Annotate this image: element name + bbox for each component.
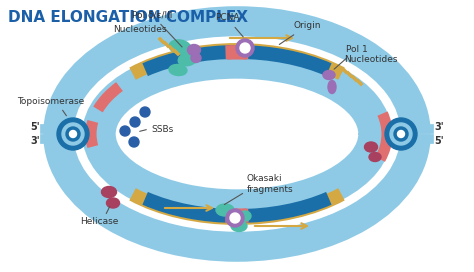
- Text: 3': 3': [30, 136, 40, 146]
- Circle shape: [66, 127, 80, 141]
- Ellipse shape: [328, 81, 336, 94]
- Circle shape: [236, 39, 254, 57]
- Ellipse shape: [231, 221, 247, 231]
- Ellipse shape: [101, 187, 117, 197]
- Text: Nucleotides: Nucleotides: [113, 24, 167, 33]
- Text: Origin: Origin: [279, 21, 321, 44]
- Ellipse shape: [169, 64, 187, 76]
- Text: Pol 1: Pol 1: [334, 45, 368, 69]
- Ellipse shape: [239, 211, 251, 221]
- Ellipse shape: [323, 70, 335, 79]
- Text: Topoisomerase: Topoisomerase: [18, 97, 85, 107]
- Text: 5': 5': [30, 122, 40, 132]
- Circle shape: [398, 131, 404, 138]
- Circle shape: [226, 209, 244, 227]
- Text: 3': 3': [434, 122, 444, 132]
- Circle shape: [240, 43, 250, 53]
- Circle shape: [394, 127, 408, 141]
- Text: DNA ELONGATION COMPLEX: DNA ELONGATION COMPLEX: [8, 10, 248, 25]
- Ellipse shape: [216, 204, 234, 216]
- Ellipse shape: [169, 40, 191, 54]
- Circle shape: [140, 107, 150, 117]
- Ellipse shape: [191, 54, 201, 63]
- Text: PCNA: PCNA: [215, 14, 243, 37]
- Ellipse shape: [188, 45, 201, 55]
- Circle shape: [230, 213, 240, 223]
- Text: Okasaki
fragments: Okasaki fragments: [247, 174, 293, 194]
- Text: Nucleotides: Nucleotides: [344, 54, 398, 63]
- Text: 5': 5': [434, 136, 444, 146]
- Circle shape: [120, 126, 130, 136]
- Text: Pol δ/ε/III: Pol δ/ε/III: [132, 11, 182, 47]
- Circle shape: [62, 123, 84, 145]
- Circle shape: [385, 118, 417, 150]
- Circle shape: [130, 117, 140, 127]
- Text: SSBs: SSBs: [151, 125, 173, 134]
- Ellipse shape: [178, 52, 198, 66]
- Circle shape: [129, 137, 139, 147]
- Ellipse shape: [365, 142, 377, 152]
- Ellipse shape: [369, 153, 381, 162]
- Ellipse shape: [107, 198, 119, 208]
- Text: Helicase: Helicase: [80, 218, 118, 227]
- Circle shape: [57, 118, 89, 150]
- Circle shape: [390, 123, 412, 145]
- Circle shape: [70, 131, 76, 138]
